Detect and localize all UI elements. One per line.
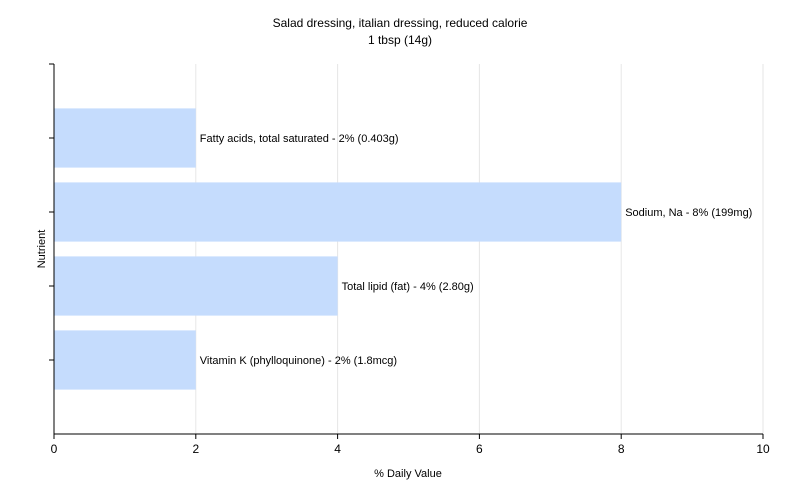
chart-subtitle: 1 tbsp (14g)	[368, 33, 432, 47]
chart-title: Salad dressing, italian dressing, reduce…	[273, 16, 528, 30]
x-tick-label: 8	[618, 442, 625, 456]
x-axis-ticks: 0 2 4 6 8 10	[51, 434, 770, 456]
axes	[53, 64, 763, 435]
x-tick-label: 10	[756, 442, 770, 456]
bar	[54, 330, 196, 390]
x-tick-label: 2	[192, 442, 199, 456]
bar-labels: Fatty acids, total saturated - 2% (0.403…	[200, 133, 753, 367]
bars	[54, 108, 622, 390]
x-axis-label: % Daily Value	[374, 468, 442, 480]
bar	[54, 256, 338, 316]
bar-value-label: Fatty acids, total saturated - 2% (0.403…	[200, 133, 399, 145]
y-axis-ticks	[49, 63, 54, 361]
bar-value-label: Total lipid (fat) - 4% (2.80g)	[342, 281, 474, 293]
bar-value-label: Vitamin K (phylloquinone) - 2% (1.8mcg)	[200, 355, 397, 367]
bar	[54, 182, 622, 242]
x-tick-label: 6	[476, 442, 483, 456]
y-axis-label: Nutrient	[36, 230, 48, 269]
grid-lines	[195, 64, 764, 434]
x-tick-label: 4	[334, 442, 341, 456]
x-tick-label: 0	[51, 442, 58, 456]
bar-value-label: Sodium, Na - 8% (199mg)	[625, 207, 752, 219]
bar	[54, 108, 196, 168]
